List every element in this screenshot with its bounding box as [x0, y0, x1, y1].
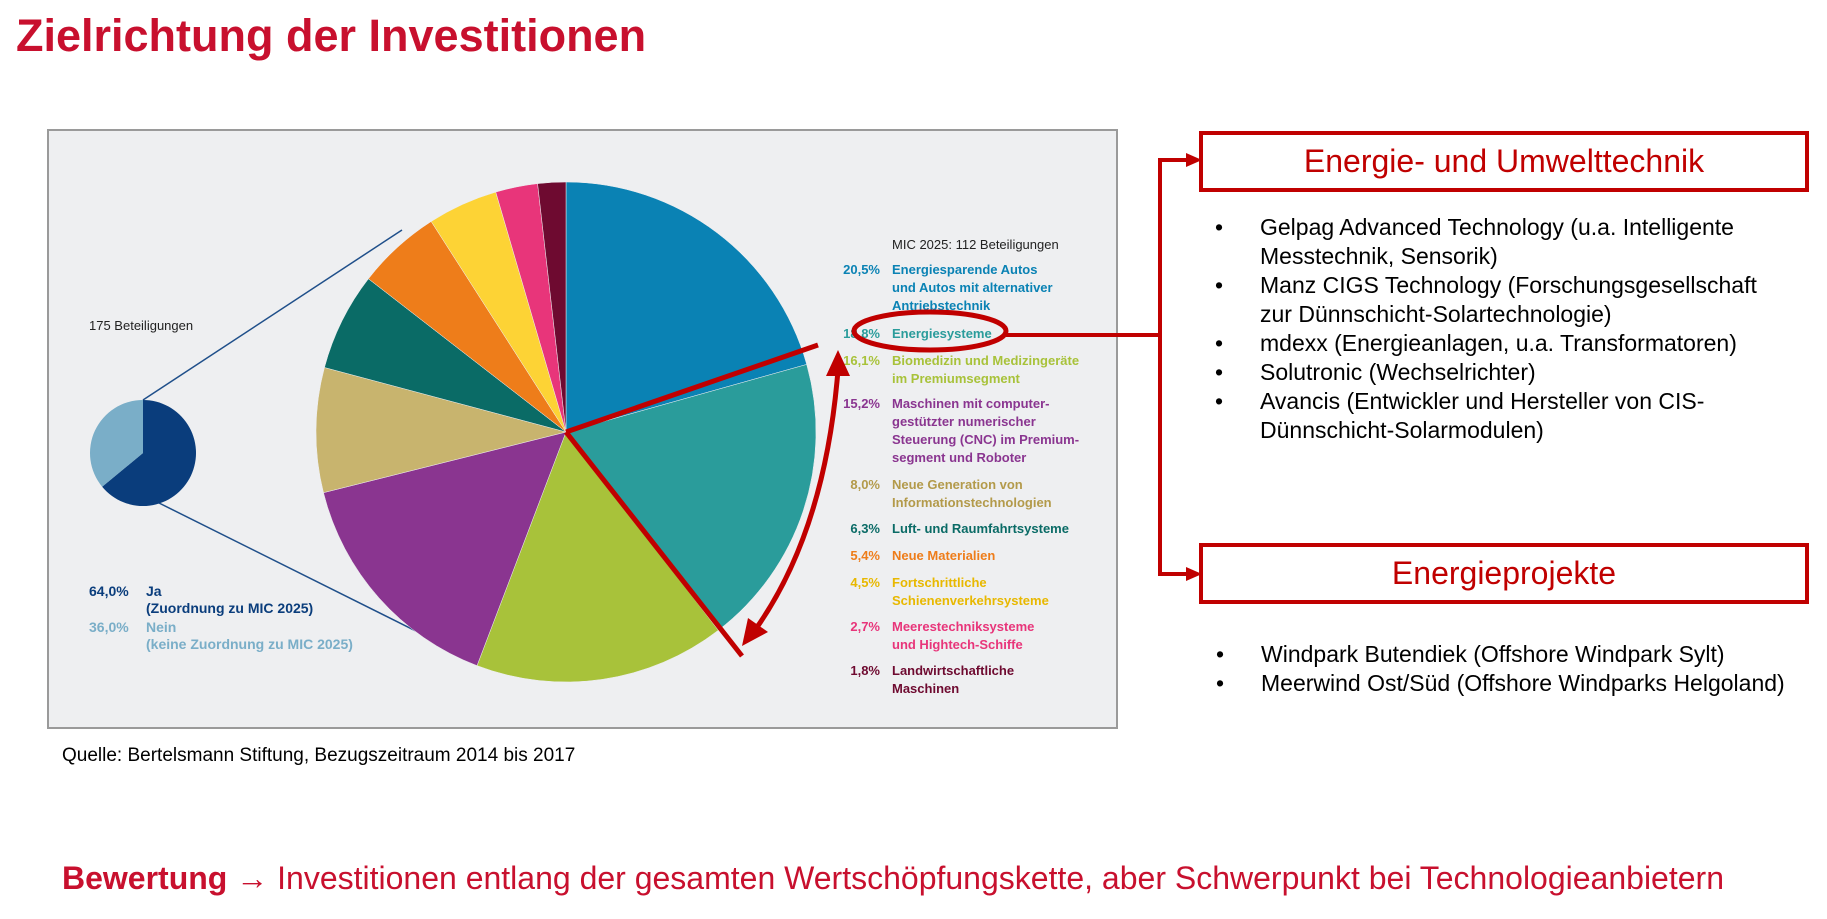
big-legend-label: Neue Generation von — [892, 477, 1023, 492]
big-legend-label: Antriebstechnik — [892, 298, 991, 313]
big-pie-title: MIC 2025: 112 Beteiligungen — [892, 237, 1059, 252]
list-item: mdexx (Energieanlagen, u.a. Transformato… — [1210, 329, 1790, 358]
big-legend-pct: 5,4% — [850, 548, 880, 563]
bewertung-text: Investitionen entlang der gesamten Werts… — [277, 860, 1724, 896]
big-legend-label: und Autos mit alternativer — [892, 280, 1053, 295]
connector-line-top — [142, 229, 403, 401]
arc-arrowhead-top — [826, 350, 850, 376]
small-legend-sublabel: (keine Zuordnung zu MIC 2025) — [146, 636, 353, 652]
bewertung-label: Bewertung — [62, 860, 228, 896]
small-pie-title: 175 Beteiligungen — [89, 318, 193, 333]
small-legend-pct: 64,0% — [89, 583, 129, 599]
page-title: Zielrichtung der Investitionen — [16, 10, 647, 61]
small-legend-label: Nein — [146, 619, 176, 635]
big-legend-label: im Premiumsegment — [892, 371, 1021, 386]
big-legend-label: Schienenverkehrsysteme — [892, 593, 1049, 608]
arrow-icon: → — [236, 860, 269, 896]
energieprojekte-box: Energieprojekte — [1199, 543, 1809, 604]
big-legend-label: Landwirtschaftliche — [892, 663, 1014, 678]
energie-umwelttechnik-title: Energie- und Umwelttechnik — [1303, 143, 1705, 179]
bracket-connector-lower — [1158, 335, 1193, 576]
bracket-connector — [1006, 158, 1193, 337]
big-legend-label: Meerestechniksysteme — [892, 619, 1034, 634]
big-legend-label: Informationstechnologien — [892, 495, 1052, 510]
list-item: Manz CIGS Technology (Forschungsgesellsc… — [1210, 271, 1790, 329]
small-legend-pct: 36,0% — [89, 619, 129, 635]
big-legend-label: Energiesparende Autos — [892, 262, 1037, 277]
small-pie-slice — [102, 400, 196, 506]
highlight-ellipse — [851, 309, 1009, 353]
big-pie-legend: 20,5% Energiesparende Autos und Autos mit … — [843, 262, 1079, 696]
energieprojekte-list: Windpark Butendiek (Offshore Windpark Sy… — [1211, 640, 1791, 698]
big-legend-label: gestützter numerischer — [892, 414, 1036, 429]
list-item: Gelpag Advanced Technology (u.a. Intelli… — [1210, 213, 1790, 271]
arc-arrowhead-bottom — [742, 618, 768, 646]
energieprojekte-title: Energieprojekte — [1391, 555, 1617, 591]
big-legend-label: segment und Roboter — [892, 450, 1026, 465]
big-legend-label: Maschinen — [892, 681, 959, 696]
big-legend-pct: 20,5% — [843, 262, 880, 277]
big-pie-slice — [537, 181, 567, 433]
big-pie-slice — [565, 364, 817, 631]
big-legend-pct: 15,2% — [843, 396, 880, 411]
big-legend-pct: 2,7% — [850, 619, 880, 634]
small-pie-slice — [89, 400, 143, 487]
source-note: Quelle: Bertelsmann Stiftung, Bezugszeit… — [62, 745, 576, 766]
bewertung-statement: Bewertung → Investitionen entlang der ge… — [62, 860, 1724, 897]
highlight-arc-arrow — [752, 369, 841, 632]
big-legend-label: Energiesysteme — [892, 326, 992, 341]
big-pie-slice — [323, 431, 567, 666]
bracket-arrowhead-bottom — [1186, 567, 1202, 581]
big-legend-label: Steuerung (CNC) im Premium- — [892, 432, 1079, 447]
big-pie-slice — [476, 431, 719, 683]
big-legend-pct: 4,5% — [850, 575, 880, 590]
big-legend-label: Fortschrittliche — [892, 575, 987, 590]
big-legend-pct: 6,3% — [850, 521, 880, 536]
energie-umwelttechnik-box: Energie- und Umwelttechnik — [1199, 131, 1809, 192]
big-legend-label: Maschinen mit computer- — [892, 396, 1049, 411]
energie-umwelttechnik-list: Gelpag Advanced Technology (u.a. Intelli… — [1210, 213, 1790, 445]
small-legend-sublabel: (Zuordnung zu MIC 2025) — [146, 600, 313, 616]
list-item: Windpark Butendiek (Offshore Windpark Sy… — [1211, 640, 1791, 669]
big-legend-pct: 8,0% — [850, 477, 880, 492]
list-item: Avancis (Entwickler und Hersteller von C… — [1210, 387, 1790, 445]
big-legend-label: und Hightech-Schiffe — [892, 637, 1023, 652]
big-legend-pct: 16,1% — [843, 353, 880, 368]
big-legend-label: Neue Materialien — [892, 548, 995, 563]
small-pie — [89, 400, 196, 506]
small-legend-label: Ja — [146, 583, 162, 599]
highlight-line-upper — [565, 342, 819, 435]
list-item: Solutronic (Wechselrichter) — [1210, 358, 1790, 387]
highlight-line-lower — [564, 430, 744, 658]
big-legend-label: Luft- und Raumfahrtsysteme — [892, 521, 1069, 536]
bracket-arrowhead-top — [1186, 153, 1202, 167]
big-pie-slice — [315, 367, 567, 493]
small-pie-legend: 64,0% Ja(Zuordnung zu MIC 2025) 36,0% Nein(… — [89, 583, 353, 652]
big-legend-pct: 1,8% — [850, 663, 880, 678]
big-legend-label: Biomedizin und Medizingeräte — [892, 353, 1079, 368]
list-item: Meerwind Ost/Süd (Offshore Windparks Hel… — [1211, 669, 1791, 698]
